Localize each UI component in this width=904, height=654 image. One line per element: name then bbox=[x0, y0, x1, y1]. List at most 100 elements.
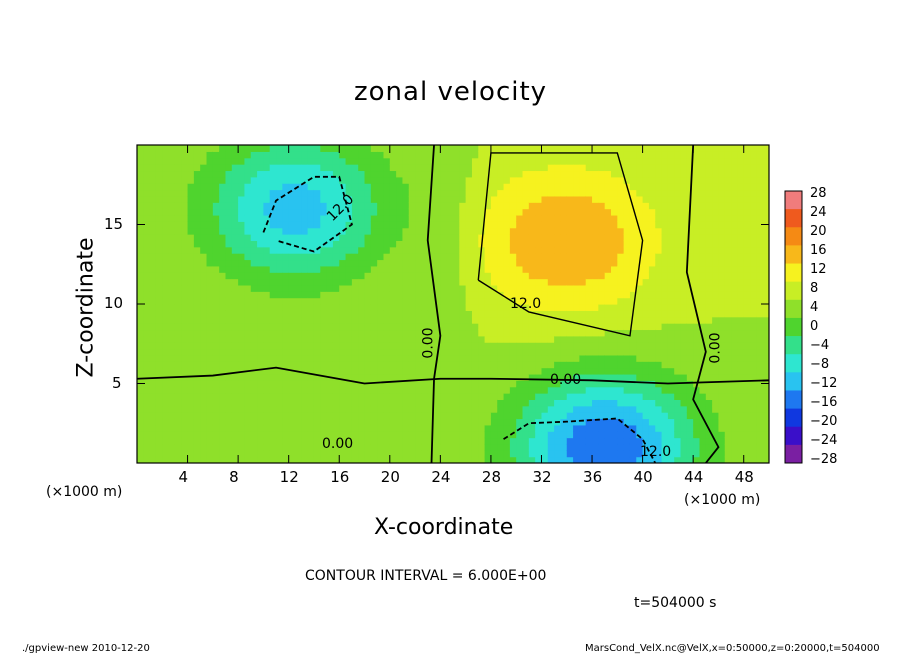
heatmap-cell bbox=[188, 158, 195, 165]
heatmap-cell bbox=[346, 247, 353, 254]
heatmap-cell bbox=[333, 183, 340, 190]
heatmap-cell bbox=[548, 202, 555, 209]
heatmap-cell bbox=[560, 399, 567, 406]
heatmap-cell bbox=[655, 298, 662, 305]
heatmap-cell bbox=[579, 336, 586, 343]
heatmap-cell bbox=[649, 310, 656, 317]
heatmap-cell bbox=[573, 145, 580, 152]
heatmap-cell bbox=[491, 431, 498, 438]
heatmap-cell bbox=[699, 234, 706, 241]
heatmap-cell bbox=[276, 418, 283, 425]
heatmap-cell bbox=[396, 399, 403, 406]
heatmap-cell bbox=[282, 158, 289, 165]
heatmap-cell bbox=[662, 164, 669, 171]
heatmap-cell bbox=[497, 418, 504, 425]
heatmap-cell bbox=[523, 406, 530, 413]
heatmap-cell bbox=[314, 450, 321, 457]
heatmap-cell bbox=[497, 399, 504, 406]
heatmap-cell bbox=[434, 164, 441, 171]
heatmap-cell bbox=[491, 279, 498, 286]
heatmap-cell bbox=[137, 336, 144, 343]
heatmap-cell bbox=[213, 247, 220, 254]
heatmap-cell bbox=[611, 291, 618, 298]
heatmap-cell bbox=[301, 209, 308, 216]
heatmap-cell bbox=[213, 361, 220, 368]
heatmap-cell bbox=[598, 438, 605, 445]
heatmap-cell bbox=[188, 387, 195, 394]
heatmap-cell bbox=[560, 209, 567, 216]
heatmap-cell bbox=[175, 355, 182, 362]
heatmap-cell bbox=[251, 412, 258, 419]
heatmap-cell bbox=[295, 431, 302, 438]
heatmap-cell bbox=[472, 234, 479, 241]
heatmap-cell bbox=[737, 310, 744, 317]
heatmap-cell bbox=[390, 349, 397, 356]
heatmap-cell bbox=[636, 209, 643, 216]
heatmap-cell bbox=[232, 355, 239, 362]
heatmap-cell bbox=[270, 323, 277, 330]
heatmap-cell bbox=[516, 196, 523, 203]
heatmap-cell bbox=[459, 368, 466, 375]
heatmap-cell bbox=[333, 285, 340, 292]
heatmap-cell bbox=[447, 266, 454, 273]
heatmap-cell bbox=[352, 291, 359, 298]
heatmap-cell bbox=[573, 450, 580, 457]
heatmap-cell bbox=[541, 291, 548, 298]
heatmap-cell bbox=[150, 266, 157, 273]
heatmap-cell bbox=[327, 393, 334, 400]
heatmap-cell bbox=[693, 215, 700, 222]
heatmap-cell bbox=[346, 170, 353, 177]
heatmap-cell bbox=[706, 183, 713, 190]
heatmap-cell bbox=[289, 170, 296, 177]
heatmap-cell bbox=[573, 425, 580, 432]
heatmap-cell bbox=[346, 342, 353, 349]
heatmap-cell bbox=[282, 431, 289, 438]
heatmap-cell bbox=[478, 196, 485, 203]
heatmap-cell bbox=[725, 418, 732, 425]
heatmap-cell bbox=[314, 342, 321, 349]
heatmap-cell bbox=[371, 418, 378, 425]
heatmap-cell bbox=[636, 177, 643, 184]
heatmap-cell bbox=[276, 228, 283, 235]
heatmap-cell bbox=[251, 202, 258, 209]
heatmap-cell bbox=[459, 240, 466, 247]
heatmap-cell bbox=[137, 259, 144, 266]
heatmap-cell bbox=[346, 336, 353, 343]
heatmap-cell bbox=[308, 259, 315, 266]
heatmap-cell bbox=[175, 310, 182, 317]
heatmap-cell bbox=[263, 406, 270, 413]
heatmap-cell bbox=[510, 387, 517, 394]
heatmap-cell bbox=[453, 444, 460, 451]
heatmap-cell bbox=[421, 253, 428, 260]
heatmap-cell bbox=[649, 151, 656, 158]
heatmap-cell bbox=[421, 438, 428, 445]
heatmap-cell bbox=[213, 215, 220, 222]
heatmap-cell bbox=[560, 190, 567, 197]
heatmap-cell bbox=[459, 355, 466, 362]
heatmap-cell bbox=[617, 298, 624, 305]
heatmap-cell bbox=[421, 190, 428, 197]
heatmap-cell bbox=[706, 279, 713, 286]
heatmap-cell bbox=[308, 342, 315, 349]
heatmap-cell bbox=[270, 355, 277, 362]
heatmap-cell bbox=[541, 177, 548, 184]
heatmap-cell bbox=[409, 431, 416, 438]
heatmap-cell bbox=[699, 164, 706, 171]
heatmap-cell bbox=[504, 387, 511, 394]
heatmap-cell bbox=[358, 425, 365, 432]
heatmap-cell bbox=[396, 393, 403, 400]
heatmap-cell bbox=[188, 234, 195, 241]
heatmap-cell bbox=[737, 272, 744, 279]
heatmap-cell bbox=[516, 177, 523, 184]
heatmap-cell bbox=[339, 145, 346, 152]
heatmap-cell bbox=[175, 279, 182, 286]
heatmap-cell bbox=[263, 145, 270, 152]
heatmap-cell bbox=[744, 349, 751, 356]
heatmap-cell bbox=[383, 215, 390, 222]
heatmap-cell bbox=[289, 374, 296, 381]
heatmap-cell bbox=[504, 406, 511, 413]
heatmap-cell bbox=[630, 368, 637, 375]
heatmap-cell bbox=[194, 393, 201, 400]
heatmap-cell bbox=[579, 259, 586, 266]
heatmap-cell bbox=[308, 158, 315, 165]
